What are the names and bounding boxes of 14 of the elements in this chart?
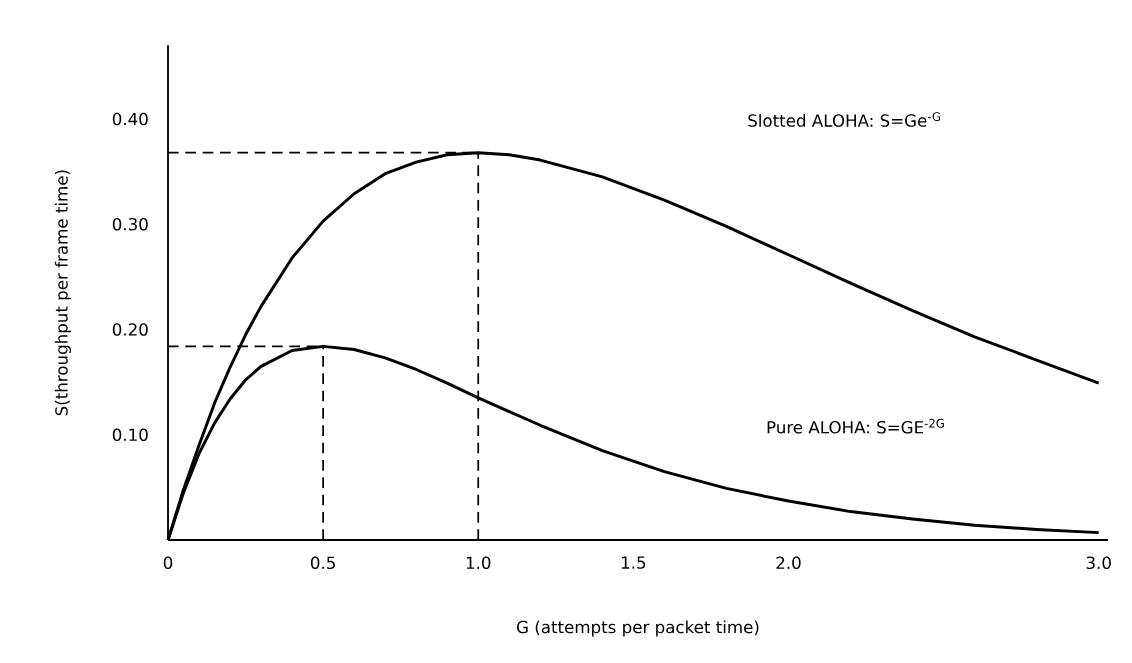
annotation: Pure ALOHA: S=GE$^{-2G}$ xyxy=(767,419,944,434)
y-tick-label: 0.30 xyxy=(112,218,148,231)
x-axis-title: G (attempts per packet time) xyxy=(517,620,759,637)
annotation: Slotted ALOHA: S=Ge$^{-G}$ xyxy=(748,112,941,128)
x-tick-label: 1.5 xyxy=(621,556,646,570)
y-axis-title: S(throughput per frame time) xyxy=(54,170,72,416)
x-tick-label: 3.0 xyxy=(1086,556,1111,570)
y-tick-label: 0.10 xyxy=(112,428,148,442)
x-tick-label: 0 xyxy=(163,556,173,570)
x-tick-label: 0.5 xyxy=(310,556,335,570)
x-tick-label: 2.0 xyxy=(776,556,801,570)
y-tick-label: 0.40 xyxy=(112,112,148,126)
x-tick-label: 1.0 xyxy=(466,556,491,570)
y-tick-label: 0.20 xyxy=(112,323,148,336)
